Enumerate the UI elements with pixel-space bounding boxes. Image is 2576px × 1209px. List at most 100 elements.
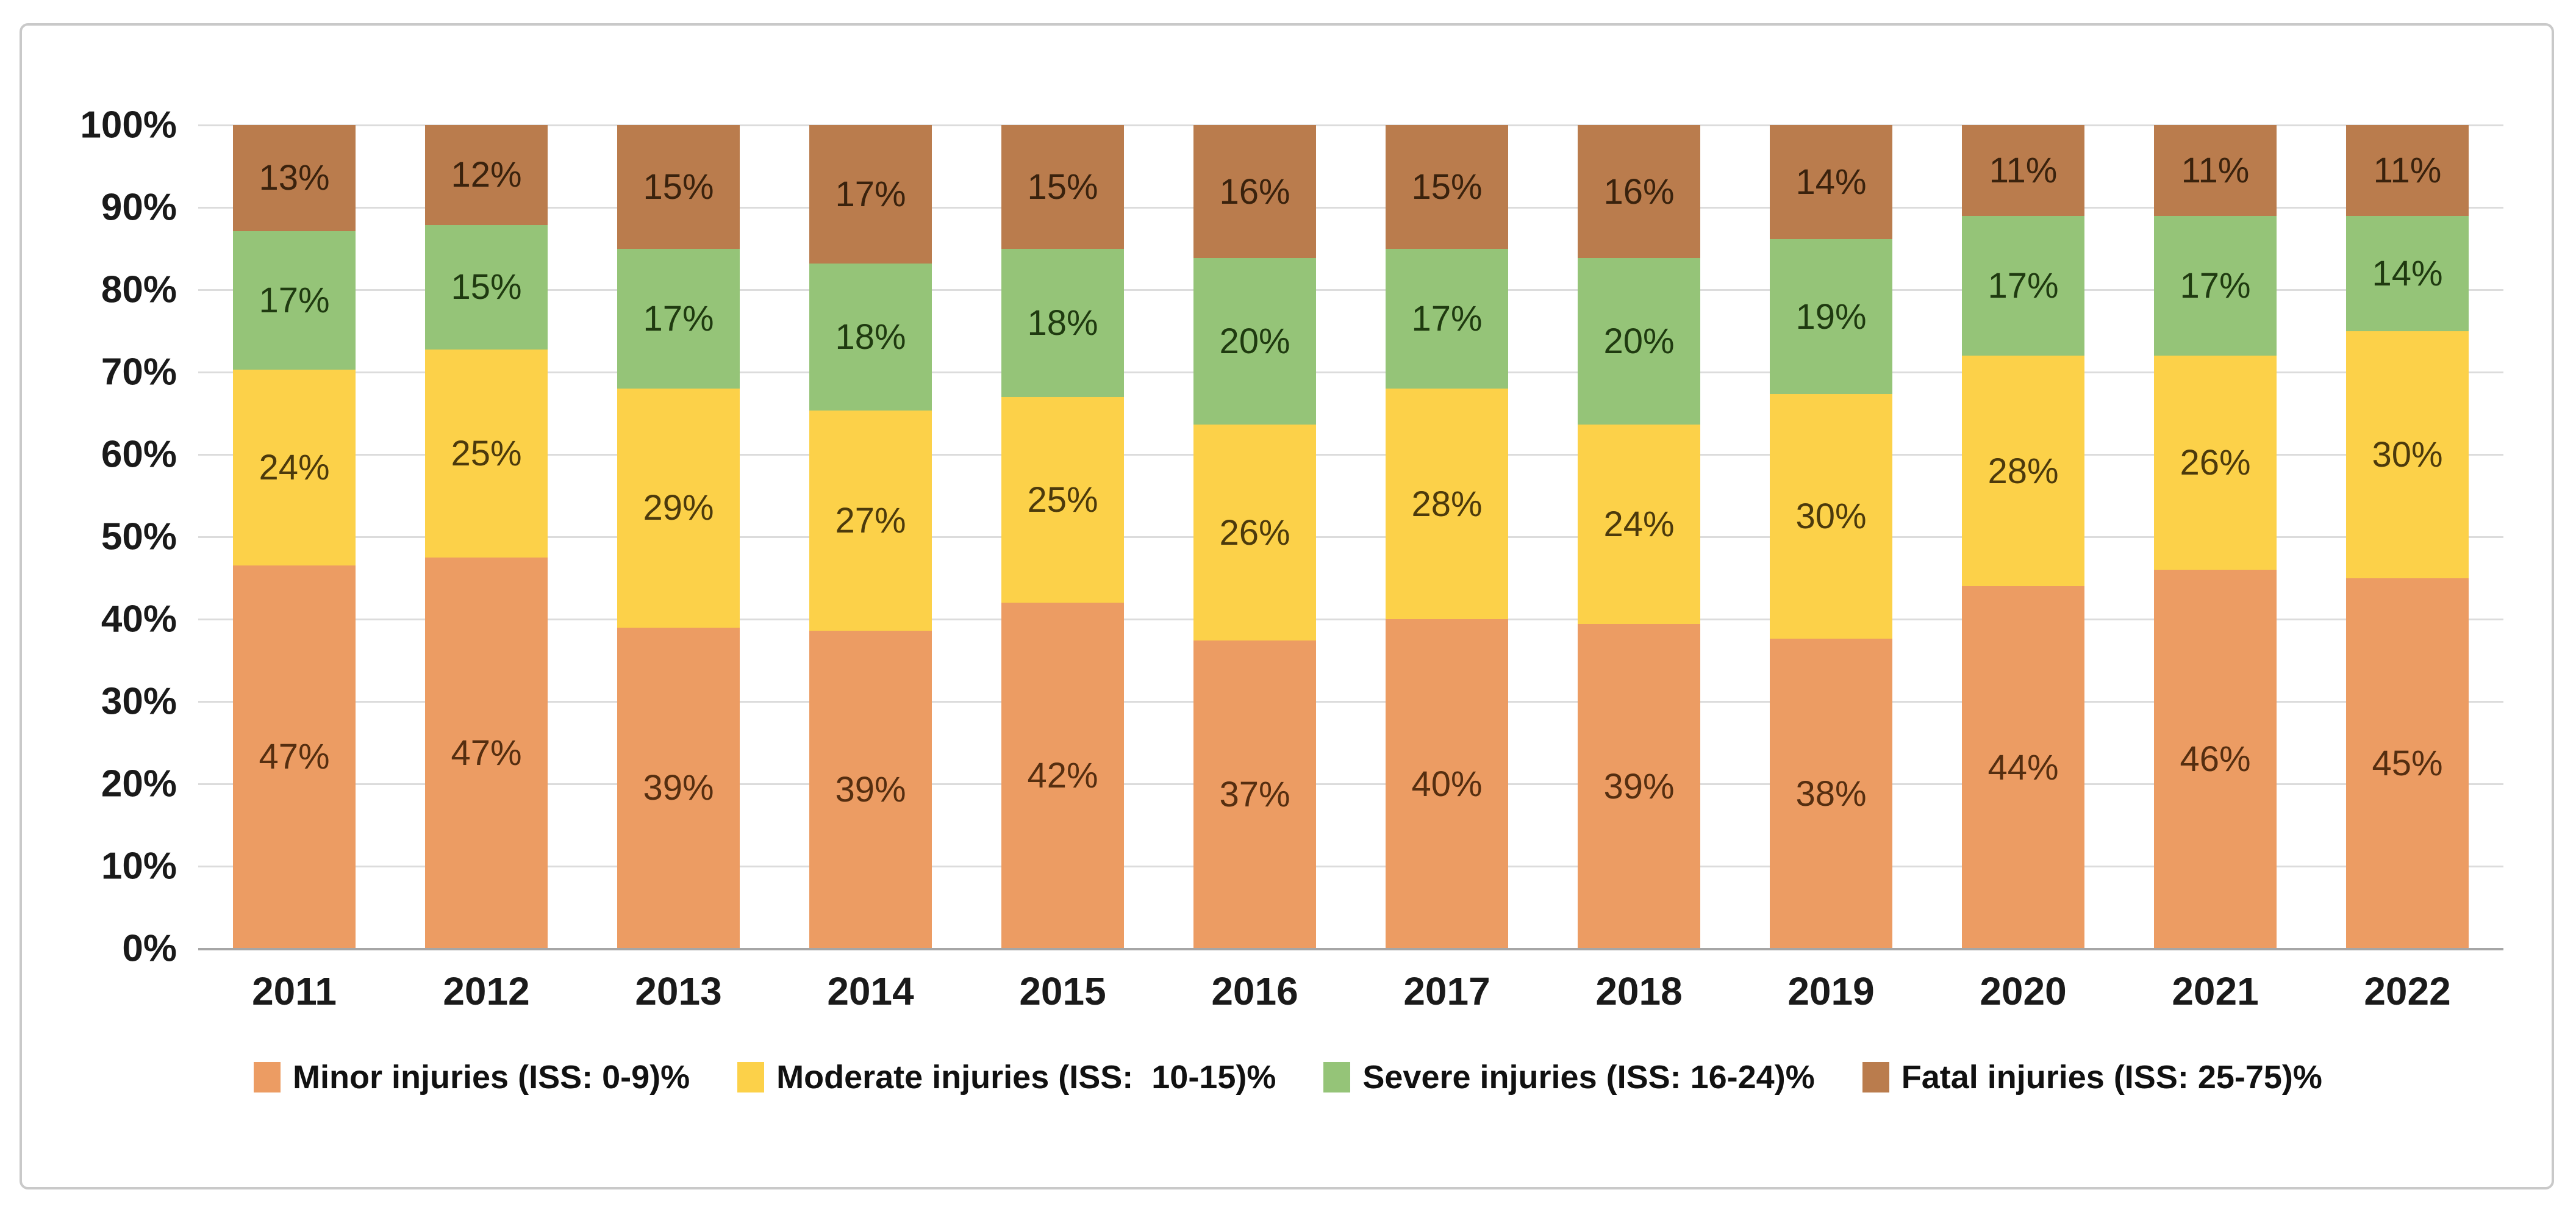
gridline <box>198 124 2503 126</box>
bar-segment-severe: 17% <box>617 248 740 389</box>
bar-segment-severe: 15% <box>425 224 548 350</box>
bar-segment-fatal: 12% <box>425 125 548 225</box>
bar-segment-value-label: 20% <box>1219 321 1290 362</box>
legend-item-minor: Minor injuries (ISS: 0-9)% <box>254 1058 690 1096</box>
bar-segment-severe: 17% <box>233 231 356 370</box>
bar-segment-value-label: 37% <box>1219 775 1290 815</box>
stacked-bar-2017: 15% 17% 28% 40% <box>1386 125 1508 949</box>
stacked-bar-2020: 11% 17% 28% 44% <box>1962 125 2084 949</box>
bar-group-2014: 17% 18% 27% 39% <box>775 125 967 949</box>
bar-segment-value-label: 13% <box>259 158 330 198</box>
bar-segment-fatal: 11% <box>1962 125 2084 216</box>
y-axis-tick-label: 0% <box>122 927 177 970</box>
bar-segment-moderate: 28% <box>1962 356 2084 586</box>
bar-segment-severe: 18% <box>809 264 932 411</box>
bar-segment-value-label: 17% <box>1987 265 2059 306</box>
bar-segment-fatal: 16% <box>1578 125 1700 259</box>
bar-segment-moderate: 25% <box>425 350 548 558</box>
stacked-bar-2015: 15% 18% 25% 42% <box>1001 125 1124 949</box>
bar-segment-value-label: 24% <box>259 447 330 487</box>
y-axis-tick-label: 100% <box>80 104 177 146</box>
y-axis-tick-label: 90% <box>101 186 177 229</box>
y-axis-tick-label: 40% <box>101 598 177 640</box>
x-axis-label: 2022 <box>2364 969 2451 1013</box>
bar-segment-fatal: 15% <box>1386 125 1508 249</box>
stacked-bar-2014: 17% 18% 27% 39% <box>809 125 932 949</box>
y-axis-tick-label: 10% <box>101 845 177 888</box>
bar-group-2017: 15% 17% 28% 40% <box>1351 125 1543 949</box>
bar-segment-severe: 20% <box>1578 258 1700 425</box>
bar-group-2012: 12% 15% 25% 47% <box>390 125 582 949</box>
legend-item-label: Moderate injuries (ISS: 10-15)% <box>776 1059 1276 1096</box>
bar-segment-value-label: 26% <box>2180 443 2251 483</box>
bar-segment-value-label: 46% <box>2180 739 2251 779</box>
stacked-bar-2016: 16% 20% 26% 37% <box>1193 125 1316 949</box>
legend-item-fatal: Fatal injuries (ISS: 25-75)% <box>1862 1058 2322 1096</box>
bar-segment-value-label: 16% <box>1219 171 1290 212</box>
stacked-bar-2019: 14% 19% 30% 38% <box>1770 125 1892 949</box>
legend-color-swatch <box>254 1062 281 1092</box>
bar-group-2020: 11% 17% 28% 44% <box>1927 125 2119 949</box>
bar-segment-value-label: 45% <box>2372 743 2443 783</box>
bar-segment-severe: 14% <box>2346 215 2469 331</box>
bar-segment-value-label: 30% <box>1795 497 1867 537</box>
bar-segment-fatal: 15% <box>617 125 740 249</box>
bar-segment-minor: 47% <box>425 558 548 949</box>
legend-item-label: Fatal injuries (ISS: 25-75)% <box>1901 1059 2322 1096</box>
bar-segment-value-label: 25% <box>1027 479 1098 520</box>
bar-segment-fatal: 17% <box>809 125 932 264</box>
bar-segment-minor: 39% <box>617 627 740 949</box>
stacked-bar-2018: 16% 20% 24% 39% <box>1578 125 1700 949</box>
bar-segment-value-label: 15% <box>1027 167 1098 207</box>
bar-segment-value-label: 40% <box>1411 764 1483 804</box>
bar-segment-value-label: 27% <box>835 500 906 540</box>
x-axis-label: 2012 <box>443 969 530 1013</box>
legend-color-swatch <box>1862 1062 1889 1092</box>
bar-segment-severe: 20% <box>1193 258 1316 425</box>
x-axis-label: 2019 <box>1787 969 1875 1013</box>
bar-segment-value-label: 11% <box>2373 150 2442 190</box>
bar-group-2018: 16% 20% 24% 39% <box>1543 125 1735 949</box>
y-axis: 100% 90% 80% 70% 60% 50% 40% 30% 20% 10% 0% <box>0 104 177 970</box>
bar-segment-value-label: 42% <box>1027 756 1098 795</box>
x-axis-label: 2018 <box>1595 969 1683 1013</box>
bar-segment-value-label: 24% <box>1603 504 1675 545</box>
bar-group-2011: 13% 17% 24% 47% <box>198 125 390 949</box>
x-axis-label: 2020 <box>1980 969 2067 1013</box>
bar-segment-value-label: 18% <box>1027 303 1098 343</box>
bar-segment-severe: 17% <box>1386 248 1508 389</box>
gridline <box>198 371 2503 373</box>
bar-segment-minor: 38% <box>1770 639 1892 949</box>
bar-segment-moderate: 30% <box>1770 394 1892 639</box>
bar-group-2016: 16% 20% 26% 37% <box>1159 125 1351 949</box>
y-axis-tick-label: 80% <box>101 268 177 311</box>
bar-segment-minor: 44% <box>1962 586 2084 949</box>
stacked-bar-2021: 11% 17% 26% 46% <box>2154 125 2277 949</box>
bar-segment-moderate: 28% <box>1386 389 1508 619</box>
bar-segment-moderate: 30% <box>2346 331 2469 578</box>
stacked-bar-2013: 15% 17% 29% 39% <box>617 125 740 949</box>
y-axis-tick-label: 20% <box>101 762 177 805</box>
bar-segment-value-label: 25% <box>451 434 522 474</box>
bar-segment-value-label: 17% <box>835 174 906 215</box>
x-axis-label: 2013 <box>635 969 722 1013</box>
bar-segment-value-label: 12% <box>451 155 522 195</box>
bar-segment-minor: 45% <box>2346 578 2469 949</box>
bar-series-container: 13% 17% 24% 47% 12% 15% 25% 47% 15% 17% 29% 39% 17% 1… <box>198 125 2503 949</box>
stacked-bar-2011: 13% 17% 24% 47% <box>233 125 356 949</box>
x-axis-label: 2017 <box>1403 969 1490 1013</box>
bar-segment-fatal: 15% <box>1001 125 1124 249</box>
bar-segment-value-label: 39% <box>643 768 714 808</box>
bar-segment-value-label: 28% <box>1411 484 1483 524</box>
bar-segment-value-label: 14% <box>1795 162 1867 203</box>
bar-segment-minor: 37% <box>1193 640 1316 949</box>
bar-segment-value-label: 18% <box>835 317 906 357</box>
bar-segment-value-label: 20% <box>1603 321 1675 362</box>
bar-segment-minor: 47% <box>233 565 356 949</box>
bar-segment-severe: 17% <box>2154 215 2277 356</box>
bar-segment-value-label: 38% <box>1795 773 1867 814</box>
y-axis-tick-label: 50% <box>101 515 177 558</box>
bar-segment-moderate: 29% <box>617 389 740 628</box>
legend-item-severe: Severe injuries (ISS: 16-24)% <box>1323 1058 1815 1096</box>
bar-segment-moderate: 24% <box>1578 424 1700 625</box>
